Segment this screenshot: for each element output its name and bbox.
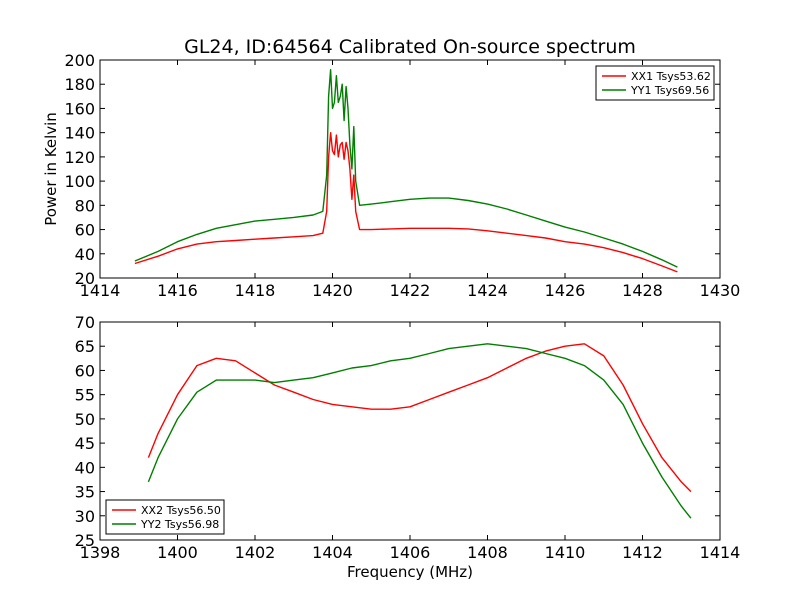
legend-label: YY2 Tsys56.98 bbox=[140, 518, 219, 531]
y-tick-label: 200 bbox=[64, 51, 95, 70]
legend-box bbox=[595, 65, 715, 101]
x-tick-label: 1400 bbox=[157, 543, 198, 562]
y-tick-label: 25 bbox=[75, 531, 95, 550]
x-tick-label: 1402 bbox=[235, 543, 276, 562]
figure-title: GL24, ID:64564 Calibrated On-source spec… bbox=[184, 36, 636, 58]
y-axis-title: Power in Kelvin bbox=[42, 112, 60, 226]
y-tick-label: 160 bbox=[64, 99, 95, 118]
legend-label: XX1 Tsys53.62 bbox=[631, 70, 711, 83]
y-tick-label: 20 bbox=[75, 269, 95, 288]
x-tick-label: 1418 bbox=[235, 281, 276, 300]
bottom-panel: 1398 1400 1402 1404 1406 1408 1410 1412 1414 25 30… bbox=[75, 313, 741, 581]
y-tick-label: 70 bbox=[75, 313, 95, 332]
x-tick-label: 1430 bbox=[700, 281, 741, 300]
x-tick-label: 1424 bbox=[467, 281, 508, 300]
y-tick-label: 65 bbox=[75, 337, 95, 356]
x-tick-label: 1408 bbox=[467, 543, 508, 562]
legend-label: XX2 Tsys56.50 bbox=[141, 504, 221, 517]
x-tick-label: 1398 bbox=[80, 543, 121, 562]
y-tick-label: 40 bbox=[75, 245, 95, 264]
x-tick-label: 1406 bbox=[390, 543, 431, 562]
y-tick-label: 60 bbox=[75, 361, 95, 380]
x-tick-label: 1404 bbox=[312, 543, 353, 562]
y-tick-label: 30 bbox=[75, 507, 95, 526]
y-tick-label: 180 bbox=[64, 75, 95, 94]
series-line-yy bbox=[147, 343, 692, 519]
legend-box bbox=[105, 499, 225, 535]
y-tick-label: 50 bbox=[75, 410, 95, 429]
x-tick-label: 1426 bbox=[545, 281, 586, 300]
x-tick-label: 1414 bbox=[700, 543, 741, 562]
y-tick-label: 140 bbox=[64, 124, 95, 143]
series-line-xx bbox=[147, 343, 692, 493]
y-tick-label: 60 bbox=[75, 221, 95, 240]
x-axis-title: Frequency (MHz) bbox=[347, 563, 473, 581]
y-tick-label: 55 bbox=[75, 386, 95, 405]
x-tick-label: 1414 bbox=[80, 281, 121, 300]
y-tick-label: 35 bbox=[75, 483, 95, 502]
x-tick-label: 1412 bbox=[622, 543, 663, 562]
x-tick-label: 1416 bbox=[157, 281, 198, 300]
x-tick-label: 1420 bbox=[312, 281, 353, 300]
x-tick-label: 1410 bbox=[545, 543, 586, 562]
x-tick-label: 1428 bbox=[622, 281, 663, 300]
y-tick-label: 80 bbox=[75, 196, 95, 215]
y-tick-label: 45 bbox=[75, 434, 95, 453]
top-panel: 1414 1416 1418 1420 1422 1424 1426 1428 1430 20 40… bbox=[42, 51, 740, 300]
series-line-yy bbox=[134, 68, 678, 268]
x-tick-label: 1422 bbox=[390, 281, 431, 300]
series-line-xx bbox=[134, 131, 678, 273]
y-tick-label: 40 bbox=[75, 458, 95, 477]
y-tick-label: 100 bbox=[64, 172, 95, 191]
legend-label: YY1 Tsys69.56 bbox=[630, 84, 709, 97]
y-tick-label: 120 bbox=[64, 148, 95, 167]
